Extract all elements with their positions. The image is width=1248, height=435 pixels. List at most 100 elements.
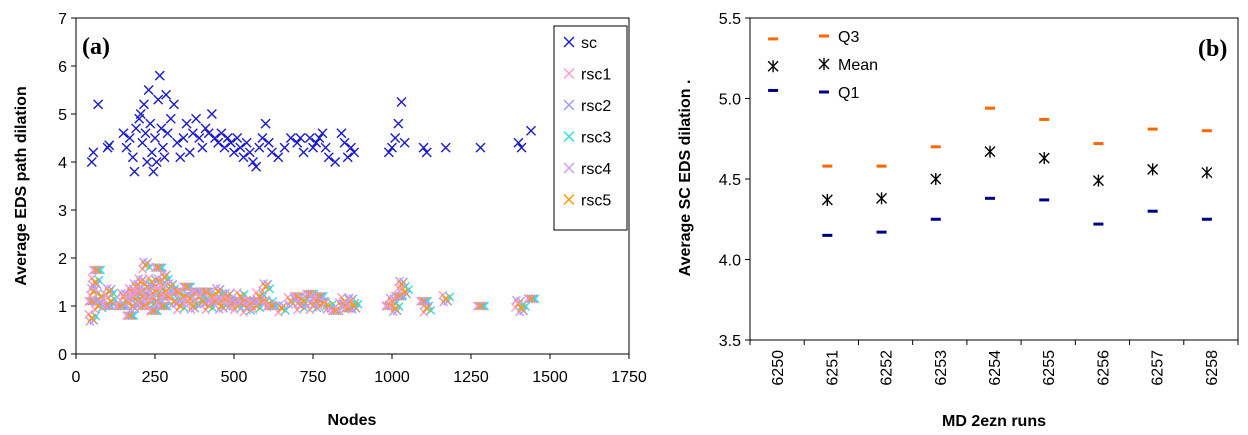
- point-sc: [124, 133, 135, 143]
- y-tick-label: 1: [58, 299, 67, 316]
- point-rsc2: [155, 263, 165, 273]
- point-sc: [140, 128, 151, 139]
- legend-label-sc: sc: [581, 35, 597, 52]
- point-sc: [526, 125, 537, 136]
- point-rsc5: [153, 263, 163, 273]
- legend-marker-rsc4: [563, 162, 575, 174]
- point-sc: [418, 142, 429, 153]
- point-sc: [279, 142, 290, 153]
- point-sc: [168, 99, 179, 110]
- point-sc: [295, 133, 306, 143]
- point-sc: [138, 99, 149, 110]
- legend-marker-rsc5: [563, 194, 575, 205]
- legend-label-q1: Q1: [838, 85, 859, 102]
- point-sc: [251, 161, 262, 172]
- point-mean: [767, 60, 779, 73]
- x-tick-label: 0: [72, 369, 81, 386]
- point-sc: [143, 85, 154, 95]
- point-sc: [162, 128, 173, 139]
- panel-b-y-axis-title: Average SC EDS dilation .: [677, 80, 694, 277]
- point-sc: [390, 133, 401, 143]
- point-sc: [247, 157, 258, 167]
- x-tick-label: 1000: [374, 369, 410, 386]
- point-rsc5: [400, 287, 410, 297]
- x-tick-label: 6258: [1204, 350, 1221, 386]
- point-sc: [187, 128, 198, 139]
- point-sc: [241, 137, 252, 148]
- point-sc: [213, 137, 224, 148]
- point-rsc5: [299, 296, 309, 306]
- x-tick-label: 6250: [770, 350, 787, 386]
- point-rsc5: [139, 301, 149, 311]
- point-sc: [104, 140, 115, 151]
- point-sc: [285, 133, 296, 143]
- y-tick-label: 3: [58, 203, 67, 220]
- point-sc: [330, 157, 341, 167]
- point-sc: [159, 152, 170, 163]
- x-tick-label: 750: [300, 369, 327, 386]
- y-tick-label: 5.5: [719, 11, 741, 28]
- point-rsc4: [303, 289, 313, 299]
- point-sc: [172, 137, 183, 148]
- panel-a-label: (a): [82, 34, 110, 60]
- point-sc: [292, 137, 303, 148]
- point-rsc5: [136, 277, 146, 287]
- panel-a-x-axis: 0 250 500 750 1000 1250 1500 1750: [72, 354, 647, 386]
- point-sc: [396, 97, 407, 107]
- point-rsc5: [158, 301, 168, 311]
- point-rsc4: [265, 301, 275, 311]
- point-sc: [184, 147, 195, 158]
- point-sc: [257, 133, 268, 143]
- x-tick-label: 1250: [453, 369, 489, 386]
- point-rsc5: [396, 279, 406, 289]
- point-rsc5: [441, 294, 451, 304]
- point-sc: [219, 142, 230, 153]
- x-tick-label: 6251: [824, 350, 841, 386]
- point-mean: [1147, 163, 1159, 176]
- point-sc: [513, 137, 524, 148]
- x-tick-label: 6257: [1150, 350, 1167, 386]
- point-sc: [475, 142, 486, 153]
- panel-a-legend: sc rsc1 rsc2 rsc3 rsc4 rsc5: [553, 25, 628, 231]
- panel-b-quartile-chart: 3.5 4.0 4.5 5.0 5.5 6250 6251 6252 6253 6254 6255…: [677, 11, 1239, 430]
- point-sc: [260, 118, 271, 129]
- x-tick-label: 6256: [1095, 350, 1112, 386]
- point-rsc4: [156, 301, 166, 311]
- legend-label-rsc5: rsc5: [581, 193, 611, 210]
- point-sc: [298, 147, 309, 158]
- point-sc: [154, 70, 165, 81]
- point-rsc5: [261, 282, 271, 292]
- panel-b-legend: Q3 Mean Q1: [808, 22, 900, 104]
- x-tick-label: 1500: [532, 369, 568, 386]
- point-sc: [194, 133, 205, 143]
- y-tick-label: 4.5: [719, 172, 741, 189]
- point-mean: [1038, 152, 1050, 165]
- y-tick-label: 3.5: [719, 333, 741, 350]
- x-tick-label: 6252: [879, 350, 896, 386]
- point-rsc5: [90, 277, 100, 287]
- point-rsc5: [87, 313, 97, 323]
- point-sc: [339, 137, 350, 148]
- point-sc: [399, 137, 410, 148]
- point-sc: [273, 152, 284, 163]
- point-sc: [200, 123, 211, 134]
- legend-label-mean: Mean: [838, 57, 878, 74]
- legend-marker-rsc1: [563, 68, 575, 79]
- legend-label-rsc1: rsc1: [581, 67, 611, 84]
- point-sc: [440, 142, 451, 153]
- x-tick-label: 6254: [987, 350, 1004, 386]
- point-sc: [336, 128, 347, 139]
- legend-marker-rsc3: [563, 131, 575, 142]
- point-sc: [129, 166, 140, 177]
- point-rsc5: [106, 296, 116, 306]
- point-sc: [206, 109, 217, 119]
- panel-b-x-axis-title: MD 2ezn runs: [942, 413, 1046, 430]
- point-sc: [197, 142, 208, 153]
- point-mean: [1201, 166, 1213, 179]
- point-sc: [238, 152, 249, 163]
- point-rsc4: [473, 301, 483, 311]
- panel-a-y-axis-title: Average EDS path dilation: [13, 86, 30, 285]
- y-tick-label: 6: [58, 59, 67, 76]
